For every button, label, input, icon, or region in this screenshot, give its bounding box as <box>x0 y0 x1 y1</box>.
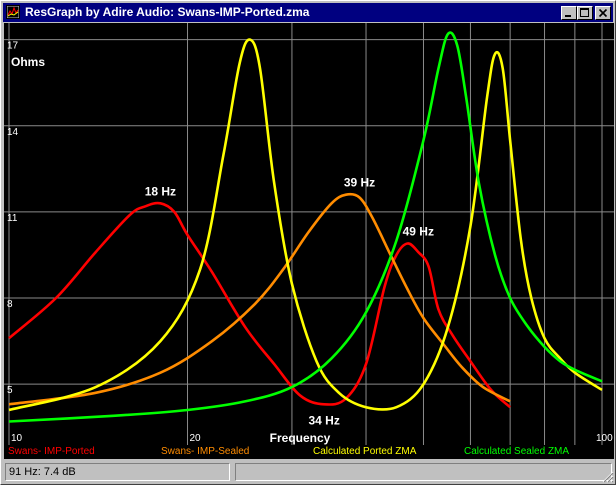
close-icon <box>598 8 608 18</box>
x-tick-label: 10 <box>11 433 23 444</box>
maximize-button[interactable] <box>577 6 593 20</box>
series-line <box>8 31 603 423</box>
y-axis-label: Ohms <box>11 55 45 69</box>
peak-annotation: 18 Hz <box>145 184 176 198</box>
peak-annotation: 39 Hz <box>344 176 375 190</box>
resize-grip-icon[interactable] <box>600 469 614 483</box>
y-tick-label: 17 <box>7 41 19 52</box>
legend-item: Calculated Ported ZMA <box>313 446 417 457</box>
legend-item: Calculated Sealed ZMA <box>464 446 570 457</box>
y-tick-label: 8 <box>7 299 13 310</box>
window-title: ResGraph by Adire Audio: Swans-IMP-Porte… <box>25 5 310 19</box>
title-bar[interactable]: ResGraph by Adire Audio: Swans-IMP-Porte… <box>3 3 613 22</box>
legend: Swans- IMP-Ported Swans- IMP-Sealed Calc… <box>4 445 614 459</box>
app-icon[interactable] <box>6 5 20 19</box>
series-line <box>8 38 603 412</box>
series-line <box>8 192 511 406</box>
maximize-icon <box>580 8 589 17</box>
minimize-icon <box>565 15 571 17</box>
close-button[interactable] <box>595 6 611 20</box>
legend-item: Swans- IMP-Ported <box>8 446 95 457</box>
peak-annotation: 34 Hz <box>308 413 339 427</box>
x-axis-label: Frequency <box>270 431 331 445</box>
impedance-chart[interactable]: 5 8 11 14 17 10 20 100 Ohms Frequency 18 Hz 39 Hz 49… <box>4 23 614 445</box>
impedance-plot[interactable]: 5 8 11 14 17 10 20 100 Ohms Frequency 18 Hz 39 Hz 49… <box>4 23 614 445</box>
series-line <box>8 201 511 409</box>
minimize-button[interactable] <box>561 6 577 20</box>
status-bar: 91 Hz: 7.4 dB <box>4 461 614 483</box>
x-tick-label: 100 <box>596 433 613 444</box>
y-tick-label: 5 <box>7 385 13 396</box>
y-tick-label: 14 <box>7 127 19 138</box>
cursor-readout: 91 Hz: 7.4 dB <box>5 463 230 481</box>
peak-annotation: 49 Hz <box>403 224 434 238</box>
y-tick-label: 11 <box>7 213 18 224</box>
legend-item: Swans- IMP-Sealed <box>161 446 250 457</box>
status-field <box>235 463 612 481</box>
x-tick-label: 20 <box>190 433 202 444</box>
